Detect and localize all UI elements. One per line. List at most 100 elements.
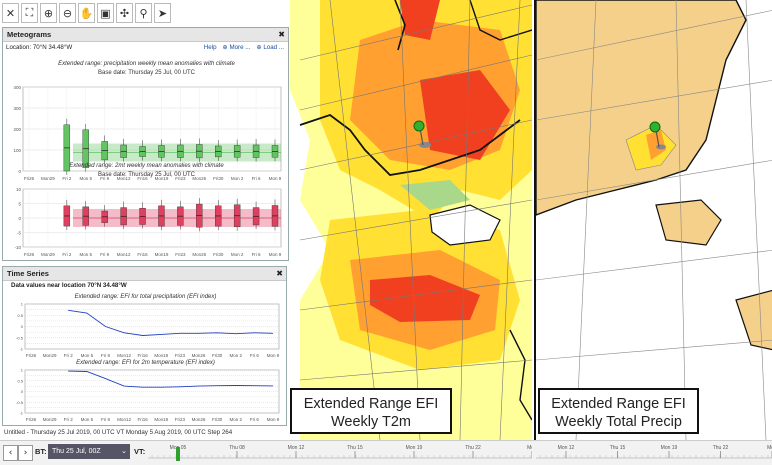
close-icon[interactable]: ✖ xyxy=(276,269,283,278)
x-tick-label: Mon26 xyxy=(192,252,206,257)
bt-select[interactable]: Thu 25 Jul, 00Z ⌄ xyxy=(48,444,130,459)
x-tick-label: Mon19 xyxy=(154,417,168,422)
x-tick-label: Mon 2 xyxy=(231,252,244,257)
more-link[interactable]: ⊕ More ... xyxy=(222,44,251,51)
bt-label: BT: xyxy=(35,447,47,456)
x-tick-label: Fri 2 xyxy=(64,417,73,422)
meteograms-panel: Meteograms ✖ Location: 70°N 34.48°W Help… xyxy=(2,27,289,261)
y-tick-label: 1 xyxy=(21,368,24,373)
previous-step-button[interactable]: ‹ xyxy=(3,445,18,461)
x-tick-label: Fri 9 xyxy=(101,353,110,358)
timeline-label: Mon 12 xyxy=(288,445,305,451)
timeline-label: Mon 12 xyxy=(558,445,575,451)
series-line xyxy=(68,309,274,336)
y-tick-label: -10 xyxy=(14,245,21,250)
x-tick-label: Fri26 xyxy=(26,353,37,358)
x-tick-label: Mon12 xyxy=(117,353,131,358)
y-tick-label: 200 xyxy=(13,127,21,132)
more-link-label: More ... xyxy=(229,44,251,51)
left-label-line1: Extended Range EFI xyxy=(303,396,439,412)
vt-timeline-right[interactable]: Mon 12 Thu 15 Mon 19 Thu 22 Mon xyxy=(536,441,772,465)
x-tick-label: Mon 9 xyxy=(267,353,280,358)
x-tick-label: Fri16 xyxy=(137,176,148,181)
y-tick-label: 0 xyxy=(18,169,21,174)
next-step-button[interactable]: › xyxy=(18,445,33,461)
layers-icon[interactable]: ▣ xyxy=(97,3,114,23)
temp-meteogram-base: Base date: Thursday 25 Jul, 00 UTC xyxy=(98,172,195,178)
meteograms-title: Meteograms xyxy=(7,30,52,39)
x-tick-label: Fri 2 xyxy=(62,176,71,181)
y-tick-label: -1 xyxy=(19,347,23,352)
vt-label: VT: xyxy=(134,447,146,456)
x-tick-label: Mon19 xyxy=(155,252,169,257)
x-tick-label: Mon 9 xyxy=(269,176,282,181)
x-tick-label: Mon12 xyxy=(117,176,131,181)
load-link-label: Load ... xyxy=(263,44,284,51)
timeline-label: Thu 22 xyxy=(713,445,729,451)
timeline-label: Mon xyxy=(527,445,532,451)
x-tick-label: Fri26 xyxy=(26,417,37,422)
efi-precip-series-title: Extended range: EFI for total precipitat… xyxy=(74,294,217,300)
meteograms-header: Meteograms ✖ xyxy=(3,28,288,42)
x-tick-label: Mon29 xyxy=(41,176,55,181)
time-controls-bar: ‹ › BT: Thu 25 Jul, 00Z ⌄ VT: Mon 05 Thu … xyxy=(0,440,772,465)
status-line: Untitled - Thursday 25 Jul 2019, 00 UTC … xyxy=(4,429,233,436)
meteogram-links: Help ⊕ More ... ⊕ Load ... xyxy=(204,44,284,51)
pointer-icon[interactable]: ➤ xyxy=(154,3,171,23)
x-tick-label: Fri 6 xyxy=(252,176,261,181)
efi-precip-map[interactable] xyxy=(534,0,772,440)
time-series-header: Time Series ✖ xyxy=(3,267,286,281)
time-series-panel: Time Series ✖ Data values near location … xyxy=(2,266,287,426)
pin-icon[interactable]: ⚲ xyxy=(135,3,152,23)
timeline-label: Thu 22 xyxy=(465,445,481,451)
zoom-out-icon[interactable]: ⊖ xyxy=(59,3,76,23)
load-link[interactable]: ⊕ Load ... xyxy=(256,44,284,51)
x-tick-label: Mon29 xyxy=(43,417,57,422)
timeline-label: Mon 19 xyxy=(661,445,678,451)
precip-meteogram-title: Extended range: precipitation weekly mea… xyxy=(58,61,235,67)
x-tick-label: Fri30 xyxy=(213,252,224,257)
x-tick-label: Mon 2 xyxy=(231,176,244,181)
x-tick-label: Fri 9 xyxy=(100,252,109,257)
x-tick-label: Mon 2 xyxy=(230,353,243,358)
bt-select-value: Thu 25 Jul, 00Z xyxy=(52,448,101,455)
pan-hand-icon[interactable]: ✋ xyxy=(78,3,95,23)
x-tick-label: Mon26 xyxy=(192,176,206,181)
y-tick-label: 400 xyxy=(13,85,21,90)
y-tick-label: 5 xyxy=(18,202,21,207)
y-tick-label: 10 xyxy=(16,187,22,192)
y-tick-label: -0.5 xyxy=(16,335,24,340)
zoom-in-icon[interactable]: ⊕ xyxy=(40,3,57,23)
y-tick-label: 0 xyxy=(21,389,24,394)
x-tick-label: Fri23 xyxy=(175,417,186,422)
timeline-label: Thu 15 xyxy=(610,445,626,451)
timeline-label: Mon 19 xyxy=(406,445,423,451)
right-map-label: Extended Range EFI Weekly Total Precip xyxy=(538,388,699,434)
close-icon[interactable]: ✕ xyxy=(2,3,19,23)
right-label-line1: Extended Range EFI xyxy=(551,396,686,412)
help-link[interactable]: Help xyxy=(203,44,217,51)
temp-meteogram-title: Extended range: 2mt weekly mean anomalie… xyxy=(69,163,224,169)
time-series-location: Data values near location 70°N 34.48°W xyxy=(11,282,127,289)
move-icon[interactable]: ✣ xyxy=(116,3,133,23)
fullscreen-icon[interactable]: ⛶ xyxy=(21,3,38,23)
x-tick-label: Mon 5 xyxy=(81,353,94,358)
y-tick-label: -1 xyxy=(19,411,23,416)
x-tick-label: Fri 6 xyxy=(250,417,259,422)
meteogram-location: Location: 70°N 34.48°W xyxy=(6,44,73,51)
x-tick-label: Mon29 xyxy=(43,353,57,358)
efi-precip-map-svg xyxy=(536,0,772,440)
y-tick-label: -0.5 xyxy=(16,400,24,405)
y-tick-label: -5 xyxy=(17,231,21,236)
x-tick-label: Fri23 xyxy=(175,353,186,358)
current-time-marker xyxy=(176,447,180,461)
x-tick-label: Mon12 xyxy=(117,417,131,422)
close-icon[interactable]: ✖ xyxy=(278,30,285,39)
efi-temp-series-title: Extended range: EFI for 2m temperature (… xyxy=(76,360,215,366)
y-tick-label: 0 xyxy=(21,324,24,329)
x-tick-label: Fri 9 xyxy=(100,176,109,181)
